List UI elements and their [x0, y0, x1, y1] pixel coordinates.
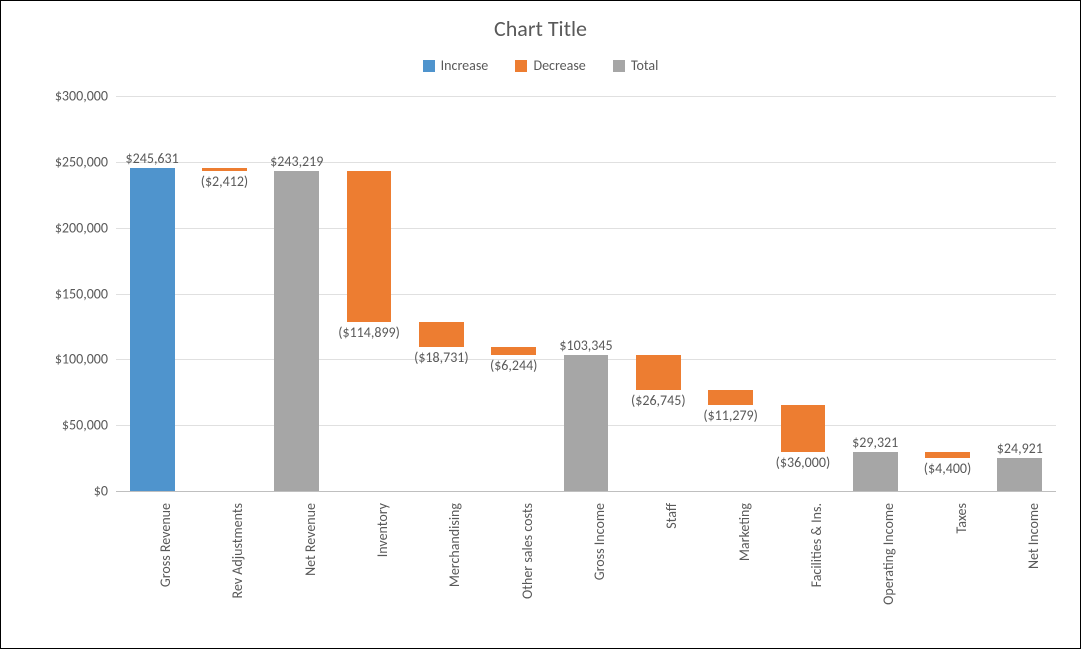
bar-label: $103,345 [559, 337, 612, 354]
y-tick-label: $0 [94, 483, 108, 500]
bar-total [274, 171, 319, 491]
x-tick-label: Facilities & Ins. [808, 503, 825, 587]
bar-label: $245,631 [126, 150, 179, 167]
y-tick-label: $50,000 [62, 417, 108, 434]
chart-title: Chart Title [1, 15, 1080, 42]
bar-label: ($11,279) [703, 407, 758, 424]
swatch-total [613, 60, 625, 72]
legend-label-total: Total [631, 57, 658, 74]
gridline [116, 96, 1056, 97]
legend-item-increase: Increase [423, 57, 489, 74]
x-tick-label: Taxes [953, 503, 970, 533]
x-tick-label: Net Income [1025, 503, 1042, 569]
bar-label: ($26,745) [631, 392, 686, 409]
bar-total [564, 355, 609, 491]
legend-label-decrease: Decrease [533, 57, 585, 74]
x-tick-label: Net Revenue [302, 503, 319, 576]
legend: Increase Decrease Total [1, 57, 1080, 76]
bar-label: ($2,412) [201, 173, 248, 190]
bar-total [853, 452, 898, 491]
bar-label: ($18,731) [414, 349, 469, 366]
bar-label: ($114,899) [338, 324, 400, 341]
y-tick-label: $250,000 [55, 153, 108, 170]
legend-label-increase: Increase [441, 57, 489, 74]
bar-decrease [347, 171, 392, 322]
chart-frame: Chart Title Increase Decrease Total $0$5… [0, 0, 1081, 649]
x-tick-label: Rev Adjustments [229, 503, 246, 598]
bar-label: ($6,244) [490, 357, 537, 374]
x-tick-label: Operating Income [880, 503, 897, 605]
gridline [116, 228, 1056, 229]
plot-area: $0$50,000$100,000$150,000$200,000$250,00… [116, 96, 1056, 492]
x-tick-label: Other sales costs [519, 503, 536, 599]
legend-item-total: Total [613, 57, 658, 74]
bar-total [997, 458, 1042, 491]
y-tick-label: $150,000 [55, 285, 108, 302]
gridline [116, 294, 1056, 295]
legend-item-decrease: Decrease [515, 57, 585, 74]
swatch-decrease [515, 60, 527, 72]
bar-decrease [419, 322, 464, 347]
x-tick-label: Staff [663, 503, 680, 529]
gridline [116, 162, 1056, 163]
bar-decrease [708, 390, 753, 405]
bar-label: $29,321 [852, 434, 898, 451]
x-tick-label: Gross Income [591, 503, 608, 580]
bar-decrease [491, 347, 536, 355]
y-tick-label: $100,000 [55, 351, 108, 368]
bar-label: ($36,000) [776, 454, 831, 471]
swatch-increase [423, 60, 435, 72]
bar-increase [130, 168, 175, 491]
x-tick-label: Gross Revenue [157, 503, 174, 587]
x-tick-label: Marketing [736, 503, 753, 561]
y-tick-label: $300,000 [55, 88, 108, 105]
bar-label: $243,219 [270, 153, 323, 170]
bar-label: ($4,400) [924, 460, 971, 477]
x-tick-label: Merchandising [446, 503, 463, 587]
y-tick-label: $200,000 [55, 219, 108, 236]
bar-decrease [781, 405, 826, 452]
x-tick-label: Inventory [374, 503, 391, 557]
bar-decrease [636, 355, 681, 390]
bar-decrease [925, 452, 970, 458]
bar-decrease [202, 168, 247, 171]
bar-label: $24,921 [997, 440, 1043, 457]
